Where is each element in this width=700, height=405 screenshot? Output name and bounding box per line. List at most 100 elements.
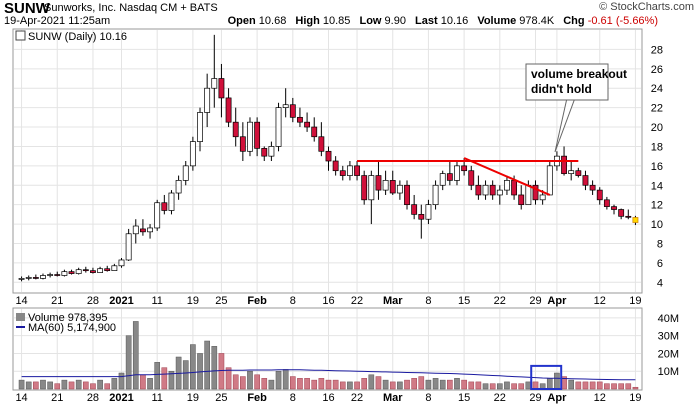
trend-line — [463, 157, 551, 196]
date-axis-top: 14 21 28 2021 11 19 25 Feb 8 16 22 Mar 8 15 22 29 Apr 12 1… — [15, 295, 641, 307]
volume-bar — [382, 379, 389, 390]
candle-body — [546, 165, 553, 196]
volume-bar — [261, 378, 268, 390]
volume-bar — [304, 378, 310, 390]
candle-body — [596, 189, 603, 201]
volume-bar — [611, 383, 617, 390]
date-tick-label-bottom: Mar — [383, 392, 403, 404]
volume-bar — [461, 379, 467, 390]
price-tick-label: 6 — [657, 258, 663, 270]
high-label: High — [295, 15, 320, 27]
candle-body — [125, 233, 132, 261]
volume-bar — [118, 372, 125, 390]
candle-body — [204, 87, 211, 113]
candle-body — [618, 209, 625, 217]
volume-bar — [275, 370, 282, 390]
ma-legend-text: MA(60) 5,174,900 — [28, 322, 116, 334]
volume-bar — [268, 379, 275, 390]
price-axis: 4 6 8 10 12 14 16 18 20 22 24 26 28 — [651, 44, 663, 289]
volume-bar — [25, 381, 32, 390]
candle-body — [197, 112, 203, 142]
callout-line2: didn't hold — [531, 82, 592, 96]
candle-body — [325, 150, 332, 162]
candle-body — [589, 184, 596, 191]
candle-body — [239, 136, 246, 152]
date-tick-label: 22 — [351, 295, 363, 307]
date-tick-label: 28 — [87, 295, 99, 307]
price-tick-label: 24 — [651, 83, 663, 95]
quote-summary: Open 10.68 High 10.85 Low 9.90 Last 10.1… — [228, 15, 658, 27]
candle-body — [254, 121, 261, 149]
candle-body — [332, 160, 339, 172]
candle-body — [468, 170, 475, 186]
candlesticks — [18, 34, 639, 282]
volume-bar — [182, 360, 189, 390]
volume-bar — [147, 378, 153, 390]
candle-body — [404, 184, 410, 206]
volume-bar — [482, 383, 489, 390]
date-tick-label-bottom: 28 — [87, 392, 99, 404]
candle-body — [118, 259, 125, 267]
price-tick-label: 4 — [657, 277, 663, 289]
date-tick-label-bottom: 29 — [529, 392, 541, 404]
candle-body — [90, 270, 96, 273]
candle-body — [211, 78, 218, 89]
volume-bar — [354, 381, 360, 390]
volume-bar — [575, 381, 582, 390]
volume-bar — [90, 383, 96, 390]
chg-label: Chg — [563, 15, 585, 27]
volume-bar — [218, 353, 225, 390]
volume-breakout-box — [530, 364, 563, 390]
quote-date: 19-Apr-2021 11:25am — [4, 15, 111, 27]
candle-body — [154, 202, 161, 229]
candle-body — [411, 204, 418, 215]
candle-body — [68, 271, 75, 274]
volume-bar — [518, 383, 525, 390]
candle-body — [375, 175, 382, 191]
price-tick-label: 10 — [651, 219, 663, 231]
date-tick-label: 15 — [458, 295, 470, 307]
volume-bar — [18, 379, 25, 390]
volume-bar — [47, 381, 53, 390]
volume-bar — [475, 381, 482, 390]
low-label: Low — [359, 15, 382, 27]
candle-body — [47, 274, 54, 276]
volume-tick-label: 20M — [658, 348, 679, 360]
candle-body — [61, 271, 68, 276]
candle-body — [368, 175, 375, 201]
price-tick-label: 14 — [651, 180, 663, 192]
candle-body — [147, 227, 153, 233]
volume-bar — [596, 381, 603, 390]
date-tick-label: 12 — [594, 295, 606, 307]
volume-bar — [311, 379, 318, 390]
candle-body — [132, 225, 139, 235]
date-tick-label: Apr — [547, 295, 567, 307]
date-tick-label-bottom: 8 — [425, 392, 431, 404]
legend-chart-icon — [15, 30, 26, 41]
candle-body — [189, 141, 196, 167]
candle-body — [425, 204, 432, 220]
volume-bar — [211, 346, 218, 390]
stockcharts-watermark[interactable]: © StockCharts.com — [599, 1, 694, 13]
volume-bar — [554, 372, 560, 390]
candle-body — [525, 184, 532, 206]
price-tick-label: 8 — [657, 238, 663, 250]
volume-bars — [18, 321, 639, 390]
volume-bar — [168, 370, 175, 390]
volume-bar — [254, 374, 260, 390]
candle-body — [475, 184, 482, 196]
candle-body — [539, 194, 546, 201]
volume-bar — [397, 381, 403, 390]
date-tick-label-bottom: 16 — [322, 392, 334, 404]
candle-body — [532, 184, 539, 201]
volume-bar — [111, 378, 118, 390]
volume-bar — [447, 379, 453, 390]
candle-body — [225, 97, 232, 123]
callout-box — [525, 63, 609, 101]
date-tick-label-bottom: Feb — [247, 392, 267, 404]
volume-bar — [511, 383, 517, 390]
volume-bar — [68, 381, 75, 390]
open-label: Open — [227, 15, 256, 27]
candle-body — [54, 274, 61, 276]
date-tick-label: 2021 — [109, 295, 133, 307]
